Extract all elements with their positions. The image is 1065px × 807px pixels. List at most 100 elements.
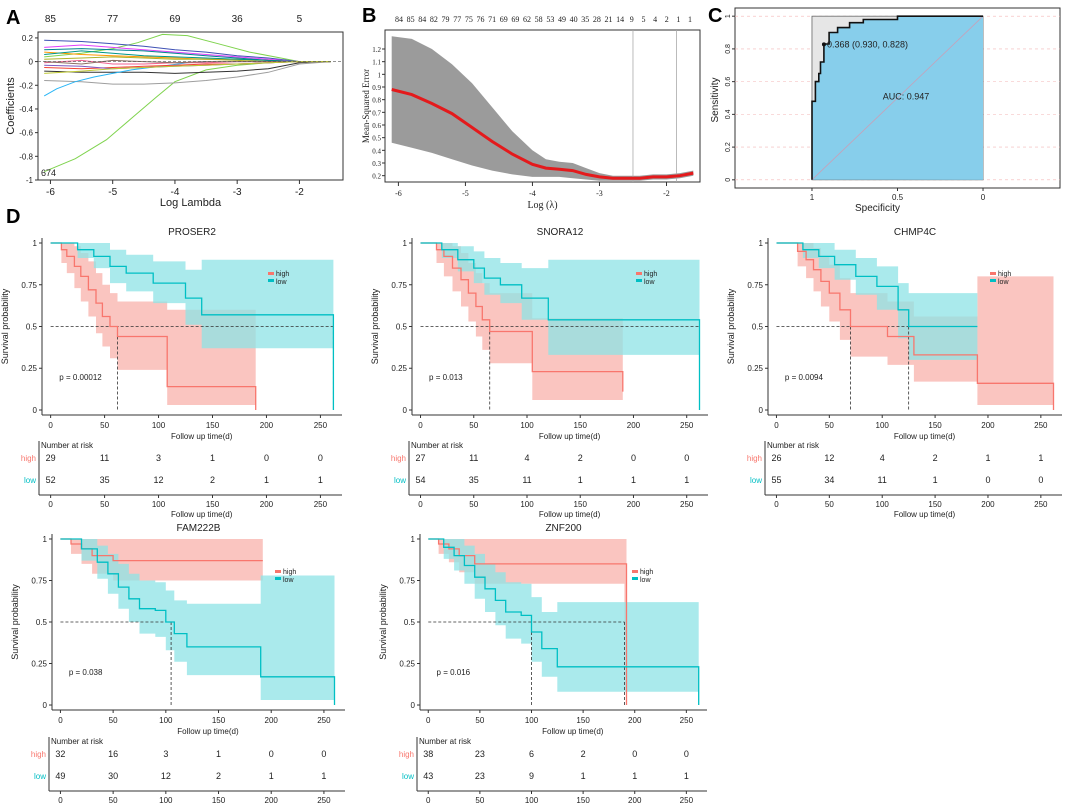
x-tick-label: 100	[152, 421, 166, 430]
risk-count-low: 55	[771, 475, 781, 485]
coef-path-black	[44, 61, 331, 74]
high-survival-curve	[428, 538, 628, 705]
x-tick-label: -3	[596, 189, 603, 198]
risk-count-low: 54	[416, 475, 426, 485]
high-confidence-band	[420, 243, 623, 407]
legend-low-swatch	[275, 577, 281, 580]
x-tick-label: 250	[1034, 421, 1048, 430]
risk-row-label-high: high	[747, 454, 762, 463]
risk-x-tick-label: 100	[520, 500, 534, 509]
x-tick-label: 100	[159, 716, 173, 725]
risk-x-axis-label: Follow up time(d)	[894, 510, 956, 519]
risk-row-label-high: high	[391, 454, 406, 463]
y-tick-label: 0.9	[372, 84, 381, 92]
cv-error-chart: -6 -5 -4 -3 -2 0.2 0.3 0.4 0.5 0.6 0.7 0.8 0.9 1 1.1 1.…	[361, 15, 701, 211]
top-tick-label: 79	[442, 15, 450, 24]
x-tick-label: -6	[46, 187, 55, 198]
risk-row-label-high: high	[21, 454, 36, 463]
panel-label-c: C	[708, 5, 722, 27]
x-axis-label: Log (λ)	[527, 200, 557, 211]
high-survival-curve	[420, 242, 624, 392]
risk-count-high: 0	[264, 453, 269, 463]
risk-count-low: 34	[824, 475, 834, 485]
x-tick-label: 250	[314, 421, 328, 430]
lasso-coefficient-chart: -6 -5 -4 -3 -2 -1 -0.8 -0.6 -0.4 -0.2 0 0.2 85 77 69 36…	[5, 14, 344, 209]
top-tick-label: 4	[653, 15, 657, 24]
risk-x-tick-label: 150	[928, 500, 942, 509]
risk-x-tick-label: 100	[876, 500, 890, 509]
risk-row-label-low: low	[402, 772, 414, 781]
y-tick-label: 0.75	[31, 576, 47, 585]
risk-count-low: 49	[55, 771, 65, 781]
coef-path-gray	[44, 61, 331, 85]
legend-high-label: high	[644, 271, 657, 278]
p-value-label: p = 0.013	[429, 373, 463, 382]
risk-count-high: 12	[824, 453, 834, 463]
risk-count-high: 38	[423, 749, 433, 759]
error-band	[391, 36, 694, 181]
auc-label: AUC: 0.947	[883, 92, 930, 102]
risk-count-low: 2	[210, 475, 215, 485]
risk-x-tick-label: 200	[627, 500, 641, 509]
x-axis-label: Follow up time(d)	[542, 727, 604, 736]
x-axis-label: Follow up time(d)	[171, 432, 233, 441]
x-axis-label: Specificity	[855, 203, 900, 214]
y-tick-label: 0.5	[36, 618, 48, 627]
risk-count-low: 1	[684, 475, 689, 485]
risk-x-axis-label: Follow up time(d)	[171, 510, 233, 519]
risk-count-high: 26	[771, 453, 781, 463]
top-tick-label: 1	[676, 15, 680, 24]
x-axis-label: Follow up time(d)	[539, 432, 601, 441]
threshold-label: 0.368 (0.930, 0.828)	[827, 39, 908, 49]
legend-high-swatch	[268, 272, 274, 275]
risk-x-tick-label: 200	[628, 796, 642, 805]
y-tick-label: 0.8	[725, 44, 732, 54]
y-tick-label: 1	[411, 535, 416, 544]
legend-high-swatch	[632, 570, 638, 573]
low-confidence-band	[60, 539, 335, 705]
legend-high-label: high	[276, 271, 289, 278]
legend-high-swatch	[636, 272, 642, 275]
risk-count-high: 0	[684, 749, 689, 759]
risk-count-high: 3	[163, 749, 168, 759]
legend-low-label: low	[640, 577, 651, 584]
coef-path-darkcyan	[44, 48, 331, 63]
risk-count-high: 23	[475, 749, 485, 759]
coef-path-lime	[44, 61, 331, 74]
risk-count-low: 1	[264, 475, 269, 485]
y-tick-label: 0.5	[404, 618, 416, 627]
legend-low-label: low	[283, 577, 294, 584]
km-title: SNORA12	[537, 227, 584, 238]
risk-x-tick-label: 200	[981, 500, 995, 509]
x-tick-label: -4	[529, 189, 536, 198]
x-tick-label: -2	[295, 187, 304, 198]
x-tick-label: 50	[100, 421, 109, 430]
y-tick-label: 0.75	[399, 576, 415, 585]
risk-count-low: 0	[1038, 475, 1043, 485]
x-tick-label: 50	[109, 716, 118, 725]
panel-label-b: B	[362, 5, 376, 27]
top-tick-label: 49	[558, 15, 566, 24]
x-tick-label: -6	[395, 189, 402, 198]
y-tick-label: -0.6	[19, 129, 33, 138]
risk-count-high: 1	[210, 453, 215, 463]
y-tick-label: 0.5	[396, 323, 408, 332]
top-tick-label: 58	[535, 15, 543, 24]
y-tick-label: 1	[403, 239, 408, 248]
x-tick-label: 100	[876, 421, 890, 430]
risk-x-tick-label: 100	[159, 796, 173, 805]
risk-x-axis-label: Follow up time(d)	[539, 510, 601, 519]
y-tick-label: 0.25	[21, 364, 37, 373]
high-survival-curve	[50, 242, 257, 410]
risk-count-high: 0	[631, 453, 636, 463]
y-tick-label: 0.2	[22, 34, 34, 43]
coef-path-magenta	[44, 44, 331, 63]
top-tick-label: 62	[523, 15, 531, 24]
y-tick-label: 0.5	[372, 135, 381, 143]
y-axis-label: Survival probability	[370, 288, 380, 364]
y-axis-label: Coefficients	[5, 77, 17, 135]
low-confidence-band	[420, 243, 700, 410]
risk-count-low: 11	[522, 475, 531, 485]
